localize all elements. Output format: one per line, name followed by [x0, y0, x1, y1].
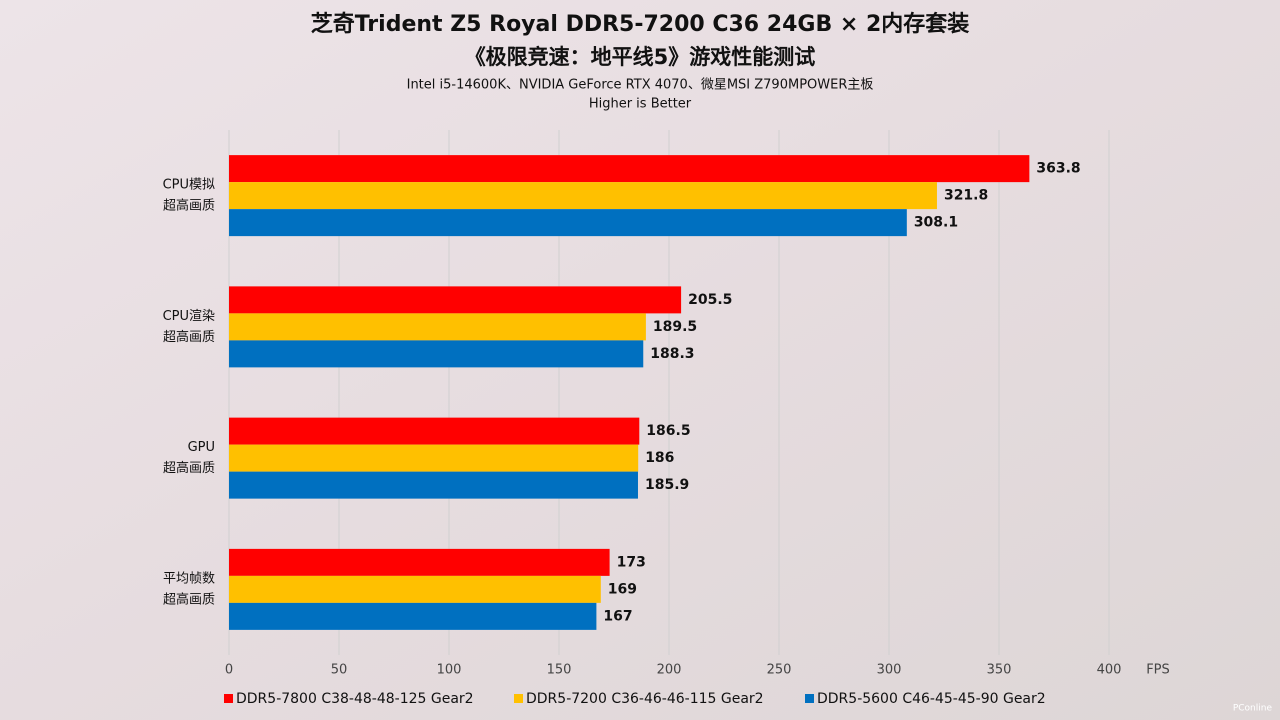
bar — [229, 286, 682, 314]
x-tick-label: 250 — [767, 663, 792, 678]
legend-label: DDR5-7200 C36-46-46-115 Gear2 — [526, 691, 764, 707]
y-tick-label: 超高画质 — [163, 591, 215, 607]
x-tick-label: 150 — [547, 663, 572, 678]
y-tick-label: 超高画质 — [163, 198, 215, 214]
legend-swatch — [224, 694, 233, 703]
x-tick-label: 0 — [225, 663, 233, 678]
chart-title: 芝奇Trident Z5 Royal DDR5-7200 C36 24GB × … — [311, 11, 970, 37]
x-tick-label: 100 — [437, 663, 462, 678]
note: Higher is Better — [589, 97, 692, 112]
data-label: 167 — [603, 608, 632, 624]
data-label: 169 — [608, 581, 637, 597]
y-tick-label: GPU — [188, 440, 215, 455]
x-tick-label: 400 — [1097, 663, 1122, 678]
bar — [229, 575, 601, 603]
data-label: 189.5 — [653, 319, 697, 335]
bar — [229, 471, 638, 499]
legend-label: DDR5-5600 C46-45-45-90 Gear2 — [817, 691, 1046, 707]
y-tick-label: CPU渲染 — [163, 309, 215, 324]
data-label: 186 — [645, 450, 674, 466]
data-label: 363.8 — [1036, 161, 1080, 177]
bar — [229, 417, 640, 445]
legend-swatch — [805, 694, 814, 703]
x-axis-label: FPS — [1146, 663, 1170, 678]
watermark: PConline — [1233, 704, 1273, 714]
x-tick-label: 200 — [657, 663, 682, 678]
bar — [229, 209, 907, 237]
data-label: 186.5 — [646, 423, 690, 439]
x-tick-label: 300 — [877, 663, 902, 678]
legend-label: DDR5-7800 C38-48-48-125 Gear2 — [236, 691, 474, 707]
bar — [229, 602, 597, 630]
chart-subtitle: 《极限竞速：地平线5》游戏性能测试 — [465, 45, 816, 69]
bar — [229, 155, 1030, 183]
x-tick-label: 50 — [331, 663, 348, 678]
data-label: 173 — [617, 554, 646, 570]
bar — [229, 548, 610, 576]
data-label: 188.3 — [650, 346, 694, 362]
data-label: 205.5 — [688, 292, 732, 308]
data-label: 308.1 — [914, 215, 958, 231]
data-label: 185.9 — [645, 477, 689, 493]
bar — [229, 444, 639, 472]
bar — [229, 340, 644, 368]
data-label: 321.8 — [944, 188, 988, 204]
y-tick-label: 超高画质 — [163, 329, 215, 345]
bar — [229, 182, 937, 210]
y-tick-label: CPU模拟 — [163, 178, 215, 193]
x-tick-label: 350 — [987, 663, 1012, 678]
y-tick-label: 超高画质 — [163, 460, 215, 476]
legend-swatch — [514, 694, 523, 703]
note: Intel i5-14600K、NVIDIA GeForce RTX 4070、… — [407, 78, 874, 93]
y-tick-label: 平均帧数 — [163, 571, 215, 586]
bar — [229, 313, 646, 341]
